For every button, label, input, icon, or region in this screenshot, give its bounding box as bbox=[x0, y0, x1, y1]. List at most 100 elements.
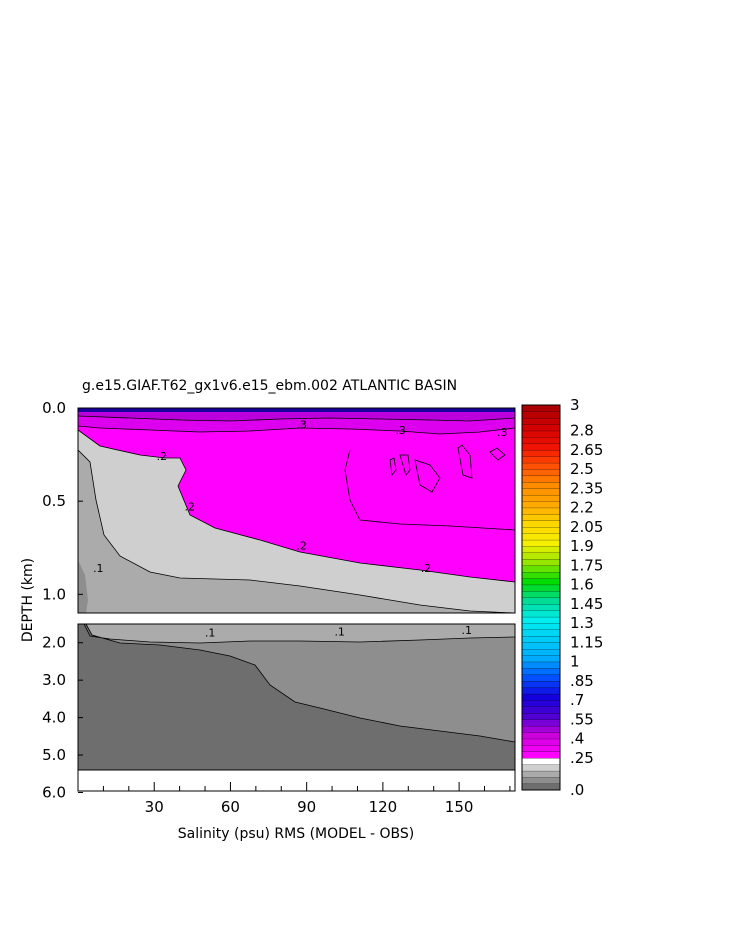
colorbar-cell bbox=[521, 719, 561, 727]
colorbar-tick-label: 1.9 bbox=[570, 537, 594, 555]
colorbar-cell bbox=[521, 436, 561, 444]
colorbar-tick-label: 2.5 bbox=[570, 460, 594, 478]
colorbar-cell bbox=[521, 552, 561, 560]
colorbar-tick-label: 1.6 bbox=[570, 576, 594, 594]
contour-label: .2 bbox=[296, 540, 307, 553]
contour-label: .1 bbox=[205, 626, 216, 639]
colorbar-tick-label: .85 bbox=[570, 672, 594, 690]
colorbar-cell bbox=[521, 578, 561, 586]
colorbar-tick-label: 2.8 bbox=[570, 422, 594, 440]
x-axis-label: Salinity (psu) RMS (MODEL - OBS) bbox=[178, 826, 414, 842]
contour-label: .1 bbox=[461, 624, 472, 637]
colorbar-cell bbox=[521, 655, 561, 663]
colorbar-tick-label: .25 bbox=[570, 749, 594, 767]
colorbar-cell bbox=[521, 526, 561, 534]
y-tick-label: 0.5 bbox=[42, 492, 66, 510]
colorbar-cell bbox=[521, 700, 561, 708]
colorbar-tick-label: 1.15 bbox=[570, 633, 603, 651]
y-tick-label: 4.0 bbox=[42, 709, 66, 727]
colorbar-cell bbox=[521, 725, 561, 733]
colorbar-cell bbox=[521, 571, 561, 579]
colorbar-tick-label: 2.35 bbox=[570, 479, 603, 497]
contour-labels: .2 .2 .2 .2 .1 .3 .3 .3 .1 .1 .1 bbox=[93, 419, 507, 640]
colorbar: 32.82.652.52.352.22.051.91.751.61.451.31… bbox=[521, 396, 603, 799]
colorbar-cell bbox=[521, 494, 561, 502]
colorbar-cell bbox=[521, 411, 561, 419]
contour-label: .1 bbox=[93, 562, 104, 575]
colorbar-cell bbox=[521, 462, 561, 470]
upper-contours bbox=[78, 415, 515, 613]
colorbar-cell bbox=[521, 430, 561, 438]
contour-label: .3 bbox=[395, 424, 406, 437]
colorbar-tick-label: 2.05 bbox=[570, 518, 603, 536]
colorbar-cell bbox=[521, 469, 561, 477]
lower-region-0.05 bbox=[78, 624, 515, 770]
colorbar-cell bbox=[521, 744, 561, 752]
contour-label: .3 bbox=[497, 426, 508, 439]
colorbar-cell bbox=[521, 520, 561, 528]
lower-panel-frame bbox=[77, 623, 516, 792]
colorbar-cell bbox=[521, 475, 561, 483]
colorbar-cell bbox=[521, 488, 561, 496]
colorbar-cell bbox=[521, 777, 561, 785]
colorbar-cell bbox=[521, 661, 561, 669]
upper-region-0.1 bbox=[78, 560, 88, 613]
colorbar-cell bbox=[521, 635, 561, 643]
colorbar-tick-label: .7 bbox=[570, 691, 584, 709]
colorbar-cell bbox=[521, 764, 561, 772]
colorbar-tick-label: 1.75 bbox=[570, 556, 603, 574]
colorbar-cell bbox=[521, 738, 561, 746]
y-tick-label: 2.0 bbox=[42, 634, 66, 652]
colorbar-cell bbox=[521, 597, 561, 605]
y-tick-label: 0.0 bbox=[42, 399, 66, 417]
colorbar-cell bbox=[521, 424, 561, 432]
colorbar-cell bbox=[521, 751, 561, 759]
colorbar-cell bbox=[521, 456, 561, 464]
colorbar-tick-label: 1 bbox=[570, 653, 580, 671]
y-tick-label: 1.0 bbox=[42, 585, 66, 603]
colorbar-tick-label: .0 bbox=[570, 781, 584, 799]
y-tick-label: 6.0 bbox=[42, 783, 66, 801]
colorbar-cell bbox=[521, 481, 561, 489]
contour-label: .2 bbox=[421, 562, 432, 575]
colorbar-cell bbox=[521, 443, 561, 451]
upper-band-deep bbox=[78, 408, 515, 412]
colorbar-cell bbox=[521, 623, 561, 631]
colorbar-cell bbox=[521, 558, 561, 566]
colorbar-tick-label: 1.3 bbox=[570, 614, 594, 632]
colorbar-tick-label: 2.2 bbox=[570, 499, 594, 517]
x-tick-label: 150 bbox=[445, 798, 474, 816]
colorbar-cell bbox=[521, 642, 561, 650]
colorbar-tick-label: 2.65 bbox=[570, 441, 603, 459]
colorbar-cell bbox=[521, 565, 561, 573]
colorbar-cell bbox=[521, 603, 561, 611]
colorbar-frame bbox=[521, 404, 561, 791]
contour-label: .3 bbox=[296, 419, 307, 432]
colorbar-cell bbox=[521, 783, 561, 791]
colorbar-tick-label: .4 bbox=[570, 730, 584, 748]
colorbar-cell bbox=[521, 417, 561, 425]
lower-panel bbox=[78, 624, 515, 770]
colorbar-cell bbox=[521, 712, 561, 720]
colorbar-cell bbox=[521, 732, 561, 740]
colorbar-cell bbox=[521, 629, 561, 637]
colorbar-cell bbox=[521, 667, 561, 675]
contour-label: .2 bbox=[157, 450, 168, 463]
upper-region-0.15 bbox=[78, 450, 515, 613]
colorbar-cell bbox=[521, 648, 561, 656]
colorbar-cell bbox=[521, 616, 561, 624]
colorbar-cell bbox=[521, 693, 561, 701]
upper-panel-frame bbox=[77, 407, 516, 614]
y-tick-label: 3.0 bbox=[42, 671, 66, 689]
colorbar-cell bbox=[521, 449, 561, 457]
colorbar-cell bbox=[521, 757, 561, 765]
colorbar-cell bbox=[521, 687, 561, 695]
contour-label: .2 bbox=[185, 501, 196, 514]
colorbar-cell bbox=[521, 507, 561, 515]
colorbar-cell bbox=[521, 513, 561, 521]
x-tick-label: 30 bbox=[145, 798, 164, 816]
chart-title: g.e15.GIAF.T62_gx1v6.e15_ebm.002 ATLANTI… bbox=[82, 378, 457, 394]
colorbar-tick-label: 3 bbox=[570, 396, 580, 414]
colorbar-cell bbox=[521, 404, 561, 412]
colorbar-cell bbox=[521, 539, 561, 547]
